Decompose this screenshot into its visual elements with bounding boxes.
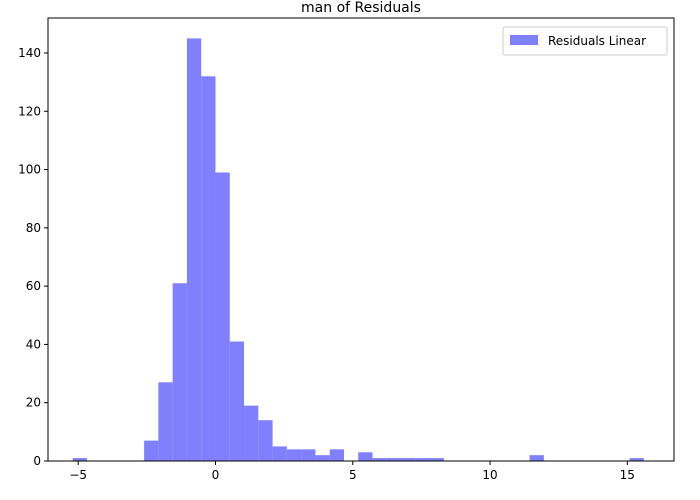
y-tick-label: 140 <box>18 46 41 60</box>
x-tick-label: 10 <box>482 468 497 482</box>
x-tick-label: 5 <box>349 468 357 482</box>
x-axis: −5 0 5 10 15 <box>69 461 635 482</box>
histogram-bar <box>215 172 230 461</box>
histogram-bar <box>401 458 416 461</box>
y-tick-label: 100 <box>18 163 41 177</box>
bars-group <box>72 38 644 462</box>
x-tick-label: 15 <box>620 468 635 482</box>
histogram-bar <box>158 382 173 461</box>
chart-title: man of Residuals <box>301 0 421 16</box>
legend: Residuals Linear <box>502 26 668 56</box>
plot-frame <box>47 17 675 462</box>
y-axis: 0 20 40 60 80 100 120 140 <box>18 46 48 468</box>
histogram-bar <box>629 458 644 461</box>
histogram-bar <box>315 455 330 461</box>
legend-swatch <box>510 35 538 45</box>
histogram-bar <box>415 458 430 461</box>
histogram-bar <box>172 283 187 461</box>
histogram-bar <box>72 458 87 461</box>
histogram-bar <box>272 446 287 461</box>
x-tick-label: 0 <box>212 468 220 482</box>
histogram-bar <box>372 458 387 461</box>
histogram-bar <box>429 458 444 461</box>
histogram-bar <box>386 458 402 461</box>
histogram-bar <box>244 405 259 461</box>
histogram-bar <box>201 76 216 461</box>
y-tick-label: 20 <box>26 396 41 410</box>
histogram-bar <box>229 341 245 461</box>
y-tick-label: 80 <box>26 221 41 235</box>
histogram-bar <box>186 38 202 462</box>
legend-box <box>502 26 668 56</box>
y-tick-label: 0 <box>33 454 41 468</box>
histogram-bar <box>329 449 344 461</box>
y-tick-label: 40 <box>26 337 41 351</box>
histogram-bar <box>301 449 316 461</box>
histogram-bar <box>358 452 373 461</box>
y-tick-label: 60 <box>26 279 41 293</box>
histogram-bar <box>286 449 302 461</box>
histogram-bar <box>529 455 544 461</box>
histogram-bar <box>258 420 273 461</box>
legend-label: Residuals Linear <box>548 34 646 48</box>
x-tick-label: −5 <box>69 468 87 482</box>
y-tick-label: 120 <box>18 104 41 118</box>
histogram-bar <box>144 440 159 461</box>
